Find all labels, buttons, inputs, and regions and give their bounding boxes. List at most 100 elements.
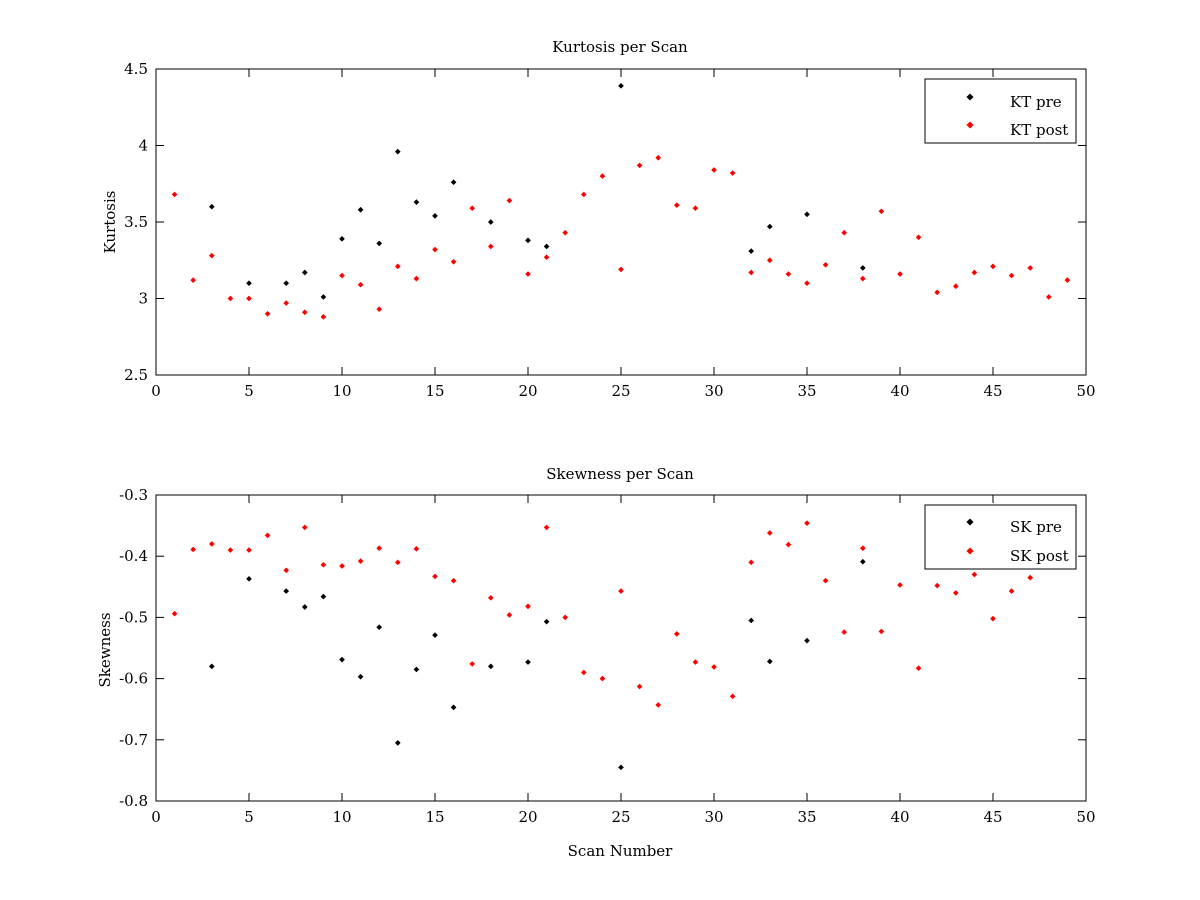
data-point	[413, 199, 420, 205]
data-point	[450, 704, 457, 711]
data-point	[394, 148, 401, 155]
data-point	[1064, 277, 1071, 283]
data-point	[971, 269, 978, 276]
data-point	[822, 262, 829, 268]
data-point	[692, 205, 699, 212]
data-point	[487, 594, 494, 601]
kurtosis-y-axis-label: Kurtosis	[101, 191, 119, 254]
data-point	[543, 618, 550, 625]
data-point	[506, 197, 513, 204]
data-point	[320, 561, 327, 568]
x-tick-label: 50	[1076, 808, 1095, 826]
y-tick-label: -0.7	[119, 731, 148, 749]
data-point	[673, 631, 680, 637]
data-point	[208, 252, 215, 259]
data-point	[990, 263, 996, 270]
data-point	[246, 576, 252, 582]
skewness-plot-title: Skewness per Scan	[546, 465, 694, 483]
data-point	[320, 314, 327, 320]
kurtosis-plot: Kurtosis per Scan Kurtosis 0 5 10 15 20 25 30 3…	[101, 38, 1096, 400]
data-point	[264, 532, 271, 539]
data-point	[618, 266, 624, 273]
data-point	[748, 269, 755, 276]
skewness-legend-marker-post	[966, 547, 974, 555]
y-tick-label: -0.4	[119, 547, 148, 565]
x-tick-label: 30	[704, 382, 723, 400]
data-point	[711, 167, 717, 173]
data-point	[785, 271, 792, 277]
skewness-legend-marker-pre	[966, 518, 974, 526]
x-tick-label: 50	[1076, 382, 1095, 400]
data-point	[636, 162, 643, 169]
kurtosis-markers	[171, 83, 1071, 320]
y-tick-label: -0.8	[119, 792, 148, 810]
data-point	[859, 275, 866, 282]
x-tick-label: 15	[425, 808, 444, 826]
data-point	[952, 590, 959, 596]
data-point	[376, 306, 383, 313]
data-point	[1045, 294, 1052, 300]
data-point	[357, 206, 364, 213]
legend-marker	[966, 121, 974, 129]
data-point	[729, 170, 736, 176]
data-point	[487, 219, 494, 225]
data-point	[618, 588, 624, 594]
data-point	[301, 604, 308, 610]
skewness-y-axis-label: Skewness	[96, 612, 114, 687]
data-point	[246, 295, 252, 302]
data-point	[841, 229, 848, 236]
data-point	[190, 277, 197, 283]
data-point	[897, 271, 903, 277]
data-point	[432, 573, 438, 580]
skewness-ticks: 0 5 10 15 20 25 30 35 40 45 50 -0.8 -0.7 -0.6 -0.5 -0.4…	[119, 486, 1095, 826]
data-point	[952, 283, 959, 290]
data-point	[990, 615, 996, 622]
skewness-legend-label-pre: SK pre	[1010, 518, 1062, 536]
x-tick-label: 20	[518, 808, 537, 826]
x-tick-label: 5	[244, 382, 254, 400]
data-point	[227, 295, 234, 302]
data-point	[1008, 272, 1015, 279]
data-point	[171, 610, 178, 617]
data-point	[301, 269, 308, 276]
data-point	[283, 567, 290, 574]
data-point	[320, 294, 327, 300]
data-point	[766, 223, 773, 230]
y-tick-label: 4.5	[124, 60, 148, 78]
data-point	[822, 577, 829, 584]
data-point	[692, 659, 699, 665]
data-point	[859, 265, 866, 271]
x-tick-label: 25	[611, 382, 630, 400]
data-point	[301, 309, 308, 316]
data-point	[171, 191, 178, 198]
y-tick-label: 2.5	[124, 366, 148, 384]
data-point	[766, 257, 773, 264]
data-point	[897, 582, 903, 588]
data-point	[804, 520, 810, 526]
y-tick-label: -0.3	[119, 486, 148, 504]
data-point	[748, 617, 755, 624]
data-point	[804, 637, 810, 644]
data-point	[357, 673, 364, 680]
data-point	[934, 582, 941, 589]
data-point	[450, 258, 457, 265]
data-point	[804, 211, 810, 218]
data-point	[208, 663, 215, 670]
legend-marker	[966, 518, 974, 526]
data-point	[618, 83, 624, 89]
data-point	[971, 571, 978, 578]
data-point	[320, 593, 327, 600]
data-point	[525, 603, 531, 610]
data-point	[748, 559, 755, 566]
data-point	[934, 289, 941, 296]
legend-marker	[966, 93, 974, 101]
kurtosis-series-pre	[208, 83, 866, 300]
data-point	[227, 547, 234, 553]
data-point	[264, 310, 271, 317]
data-point	[357, 281, 364, 288]
data-point	[450, 577, 457, 584]
data-point	[878, 628, 885, 635]
data-point	[841, 629, 848, 635]
x-tick-label: 20	[518, 382, 537, 400]
data-point	[413, 666, 420, 673]
